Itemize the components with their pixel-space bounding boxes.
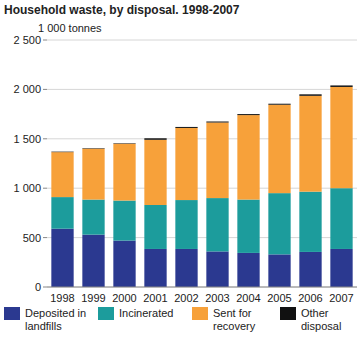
bars <box>51 85 352 287</box>
bar-segment <box>144 138 166 139</box>
bar-segment <box>82 200 104 235</box>
tick-label: 1 500 <box>13 133 41 145</box>
bar-segment <box>144 140 166 205</box>
bar-segment <box>175 126 197 128</box>
bar-segment <box>175 249 197 287</box>
category-label: 2006 <box>298 292 322 304</box>
bar-segment <box>237 115 259 199</box>
tick-mark <box>43 89 47 90</box>
legend-line: Other <box>301 307 329 319</box>
bar-segment <box>144 205 166 249</box>
bar-segment <box>299 192 321 252</box>
bar-segment <box>268 103 290 105</box>
legend-swatch <box>4 307 20 320</box>
bar-segment <box>113 241 135 287</box>
tick-label: 2 000 <box>13 83 41 95</box>
bar-segment <box>237 253 259 287</box>
bar-segment <box>330 188 352 249</box>
bar-segment <box>299 94 321 95</box>
bar-segment <box>51 197 73 229</box>
tick-mark <box>43 188 47 189</box>
bar-segment <box>82 235 104 287</box>
legend-label: Sent forrecovery <box>213 307 256 332</box>
bar-segment <box>268 105 290 193</box>
bar-segment <box>82 148 104 149</box>
bar-segment <box>206 251 228 287</box>
legend-line: Sent for <box>213 307 252 319</box>
tick-label: 1 000 <box>13 182 41 194</box>
category-label: 2001 <box>143 292 167 304</box>
tick-mark <box>43 40 47 41</box>
category-label: 1998 <box>50 292 74 304</box>
bar-segment <box>51 152 73 197</box>
bar-segment <box>330 87 352 188</box>
legend-line: Incinerated <box>119 307 173 319</box>
category-label: 2004 <box>236 292 260 304</box>
legend-label: Deposited inlandfills <box>25 307 86 332</box>
tick-label: 2 500 <box>13 34 41 46</box>
bar-segment <box>206 198 228 251</box>
bar-segment <box>82 149 104 200</box>
legend-line: Deposited in <box>25 307 86 319</box>
category-label: 2002 <box>174 292 198 304</box>
bar-segment <box>268 193 290 254</box>
legend-label: Incinerated <box>119 307 173 319</box>
bar-segment <box>113 201 135 241</box>
bar-segment <box>51 229 73 287</box>
legend-label: Otherdisposal <box>301 307 341 332</box>
bar-segment <box>206 121 228 123</box>
legend-line: recovery <box>213 320 256 332</box>
x-axis <box>47 287 357 288</box>
bar-segment <box>237 200 259 253</box>
tick-mark <box>43 287 47 288</box>
bar-segment <box>206 122 228 198</box>
bar-segment <box>268 254 290 287</box>
category-label: 2003 <box>205 292 229 304</box>
tick-mark <box>43 237 47 238</box>
bar-segment <box>113 143 135 144</box>
bar-segment <box>330 249 352 287</box>
legend-line: landfills <box>25 320 62 332</box>
tick-mark <box>43 138 47 139</box>
category-label: 2000 <box>112 292 136 304</box>
category-label: 2007 <box>329 292 353 304</box>
tick-label: 0 <box>35 281 41 293</box>
bar-segment <box>113 144 135 201</box>
bar-segment <box>237 114 259 116</box>
legend-swatch <box>280 307 296 320</box>
bar-segment <box>330 85 352 86</box>
y-axis-label: 1 000 tonnes <box>38 22 102 34</box>
bar-segment <box>144 249 166 287</box>
legend-swatch <box>192 307 208 320</box>
bar-segment <box>175 200 197 249</box>
category-label: 1999 <box>81 292 105 304</box>
bar-segment <box>51 151 73 152</box>
tick-label: 500 <box>23 232 41 244</box>
legend-swatch <box>98 307 114 320</box>
bar-segment <box>175 128 197 200</box>
grid-line <box>47 89 357 90</box>
legend-line: disposal <box>301 320 341 332</box>
grid-line <box>47 40 357 41</box>
bar-segment <box>299 252 321 287</box>
grid-line <box>47 287 357 288</box>
bar-segment <box>299 96 321 192</box>
chart: Household waste, by disposal. 1998-2007 1… <box>0 0 362 347</box>
category-label: 2005 <box>267 292 291 304</box>
title: Household waste, by disposal. 1998-2007 <box>4 3 240 17</box>
